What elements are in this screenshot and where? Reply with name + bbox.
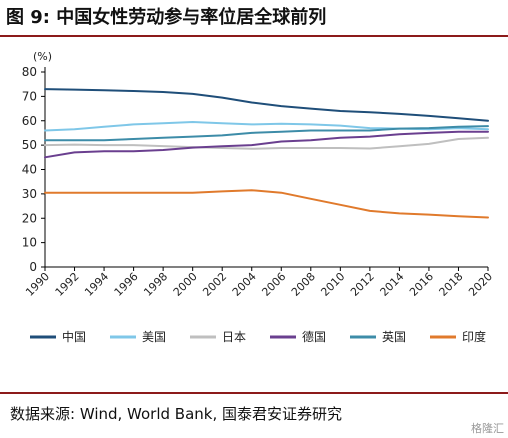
y-tick-label: 20 xyxy=(22,211,37,225)
series-line-美国 xyxy=(44,121,489,132)
x-tick-label: 2010 xyxy=(318,270,347,299)
x-tick-label: 1990 xyxy=(23,270,52,299)
chart-axes: (%) 0 10 20 30 40 50 60 70 80 1990 1992 1994 1996 1998… xyxy=(22,50,495,299)
watermark-logo: 格隆汇 xyxy=(471,422,504,435)
x-tick-label: 2020 xyxy=(466,270,495,299)
y-tick-label: 40 xyxy=(22,163,37,177)
series-line-中国 xyxy=(44,88,489,122)
chart-series-lines xyxy=(44,88,489,219)
legend-label: 中国 xyxy=(62,329,86,344)
legend-label: 德国 xyxy=(302,329,326,344)
y-tick-label: 60 xyxy=(22,114,37,128)
x-tick-label: 2000 xyxy=(171,270,200,299)
x-tick-label: 2014 xyxy=(378,270,407,299)
x-tick-label: 2018 xyxy=(437,270,466,299)
legend-label: 英国 xyxy=(382,330,406,344)
chart-title: 图 9: 中国女性劳动参与率位居全球前列 xyxy=(6,7,327,28)
legend-label: 美国 xyxy=(142,330,166,344)
legend-label: 日本 xyxy=(222,330,246,344)
x-tick-label: 1992 xyxy=(53,270,82,299)
y-tick-label: 30 xyxy=(22,187,37,201)
x-tick-label: 2008 xyxy=(289,270,318,299)
y-tick-label: 80 xyxy=(22,65,37,79)
series-line-英国 xyxy=(44,125,489,142)
y-tick-label: 50 xyxy=(22,138,37,152)
x-tick-label: 1998 xyxy=(141,270,170,299)
x-tick-label: 2004 xyxy=(230,270,259,299)
data-source-note: 数据来源: Wind, World Bank, 国泰君安证券研究 xyxy=(10,405,343,423)
line-chart: (%) 0 10 20 30 40 50 60 70 80 1990 1992 1994 1996 1998… xyxy=(22,50,495,344)
legend-label: 印度 xyxy=(462,329,486,344)
x-tick-label: 2016 xyxy=(407,270,436,299)
x-tick-label: 2002 xyxy=(200,270,229,299)
bottom-divider xyxy=(0,392,508,394)
y-unit-label: (%) xyxy=(33,50,52,63)
x-tick-label: 2006 xyxy=(259,270,288,299)
series-line-德国 xyxy=(44,130,489,159)
top-divider xyxy=(0,35,508,37)
x-tick-label: 2012 xyxy=(348,270,377,299)
y-tick-label: 10 xyxy=(22,236,37,250)
y-tick-label: 0 xyxy=(29,260,37,274)
y-tick-label: 70 xyxy=(22,89,37,103)
x-tick-label: 1996 xyxy=(112,270,141,299)
chart-legend: 中国 美国 日本 德国 英国 印度 xyxy=(30,329,486,344)
series-line-日本 xyxy=(44,136,489,150)
x-tick-label: 1994 xyxy=(82,270,111,299)
series-line-印度 xyxy=(44,189,489,219)
